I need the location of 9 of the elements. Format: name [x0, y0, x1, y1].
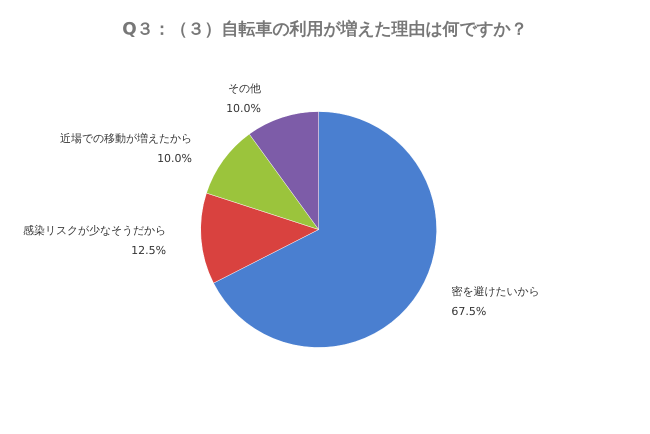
slice-label: その他: [228, 82, 262, 95]
data-label: 67.5%: [451, 305, 486, 318]
slice-label: 密を避けたいから: [451, 285, 540, 298]
data-label: 10.0%: [157, 152, 192, 165]
chart-title: Q３：（３）自転車の利用が増えた理由は何ですか？: [122, 18, 528, 40]
slice-label: 近場での移動が増えたから: [60, 132, 192, 145]
data-label: 12.5%: [131, 244, 166, 257]
slice-label: 感染リスクが少なそうだから: [23, 224, 166, 237]
data-label: 10.0%: [226, 102, 262, 115]
